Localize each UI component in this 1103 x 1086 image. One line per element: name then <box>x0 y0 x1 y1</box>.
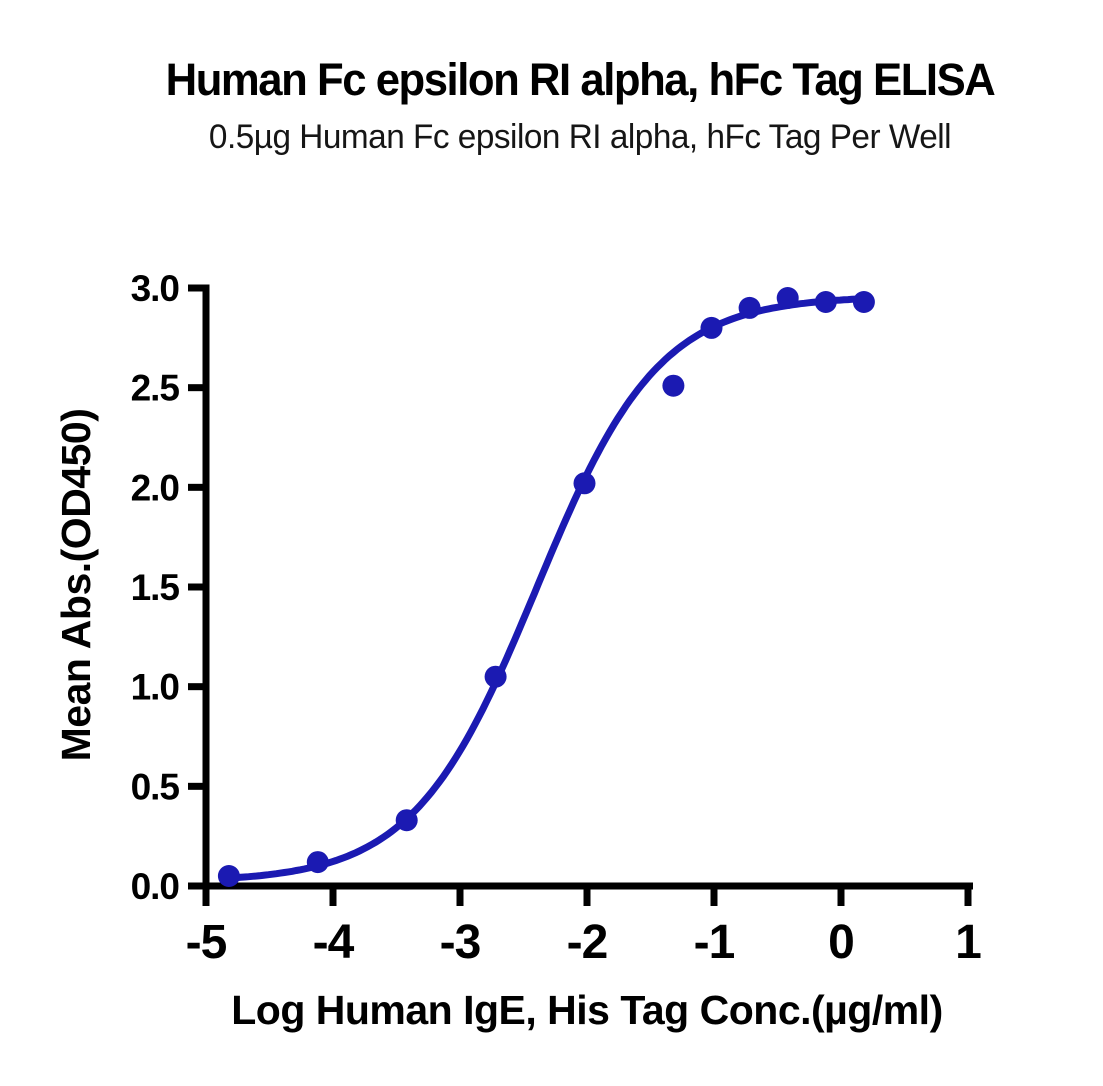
data-point <box>573 472 596 495</box>
data-point <box>395 809 418 832</box>
chart-subtitle: 0.5µg Human Fc epsilon RI alpha, hFc Tag… <box>208 118 952 156</box>
data-point <box>738 296 761 319</box>
x-tick-label: 0 <box>828 916 854 969</box>
x-tick-label: -5 <box>186 916 227 969</box>
y-tick-label: 0.5 <box>131 766 180 807</box>
data-point <box>217 865 240 887</box>
data-point <box>484 665 507 688</box>
x-tick-label: 1 <box>955 916 981 969</box>
chart-title: Human Fc epsilon RI alpha, hFc Tag ELISA <box>165 54 996 105</box>
x-axis-title: Log Human IgE, His Tag Conc.(µg/ml) <box>231 987 942 1033</box>
y-tick-label: 1.0 <box>131 667 180 708</box>
y-tick-label: 2.0 <box>131 467 180 508</box>
y-tick-label: 3.0 <box>131 268 180 309</box>
y-tick-label: 1.5 <box>131 567 180 608</box>
x-tick-label: -3 <box>440 916 481 969</box>
y-tick-label: 0.0 <box>131 866 180 907</box>
x-tick-label: -4 <box>313 916 355 969</box>
data-point <box>306 851 329 874</box>
data-point <box>662 374 685 397</box>
data-point <box>776 287 799 309</box>
y-axis-title: Mean Abs.(OD450) <box>53 409 99 762</box>
data-point <box>852 291 875 313</box>
data-point <box>814 291 837 313</box>
x-tick-label: -1 <box>694 916 735 969</box>
y-tick-label: 2.5 <box>131 368 180 409</box>
data-point <box>700 316 723 339</box>
fit-curve <box>225 295 868 882</box>
x-tick-label: -2 <box>567 916 608 969</box>
